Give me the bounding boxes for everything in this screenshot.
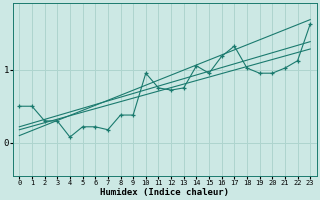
X-axis label: Humidex (Indice chaleur): Humidex (Indice chaleur) [100, 188, 229, 197]
